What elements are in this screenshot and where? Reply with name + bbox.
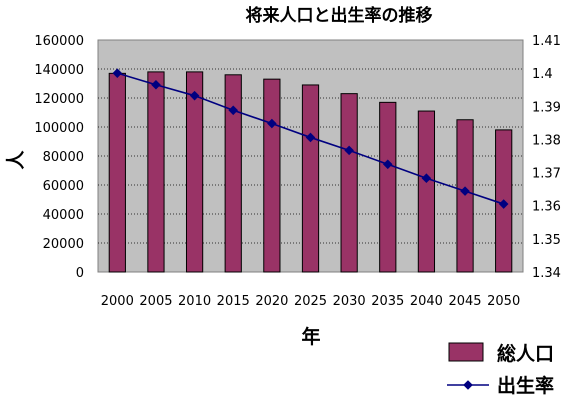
legend-marker (463, 380, 473, 390)
x-tick-label: 2030 (333, 294, 366, 309)
y-left-tick-label: 40000 (43, 208, 84, 223)
y-axis-title: 人 (5, 150, 27, 170)
line-marker (382, 159, 393, 170)
bar (108, 72, 126, 273)
bar (379, 101, 397, 273)
bar (417, 110, 436, 273)
legend-swatch-bar (448, 342, 484, 362)
plot-area: 0 20000 40000 60000 80000 100000 120000 140000 1… (34, 34, 561, 309)
legend-label: 出生率 (497, 374, 554, 397)
y-right-tick-label: 1.35 (532, 233, 561, 248)
line-marker (460, 186, 470, 196)
y-left-tick-label: 20000 (43, 237, 84, 252)
line-marker (421, 173, 432, 184)
y-right-tick-label: 1.37 (532, 167, 561, 182)
y-right-tick-label: 1.38 (532, 133, 561, 148)
line-marker (344, 145, 354, 156)
line-marker (267, 118, 277, 129)
line-marker (305, 132, 316, 143)
x-tick-label: 2040 (410, 294, 443, 309)
line-marker (151, 79, 161, 90)
y-right-tick-label: 1.39 (532, 100, 561, 115)
line-marker (498, 199, 509, 209)
bar (224, 74, 242, 273)
y-left-tick-label: 100000 (34, 121, 84, 136)
x-tick-label: 2015 (217, 294, 250, 309)
line-marker (228, 105, 239, 116)
x-tick-label: 2000 (101, 294, 134, 309)
x-tick-label: 2050 (487, 294, 520, 309)
y-right-tick-label: 1.36 (532, 200, 561, 215)
x-tick-label: 2005 (139, 294, 172, 309)
y-left-tick-label: 160000 (34, 34, 84, 49)
x-tick-label: 2010 (178, 294, 211, 309)
bar (147, 71, 165, 273)
bar (185, 71, 204, 273)
legend-label: 総人口 (497, 342, 554, 365)
y-right-tick-label: 1.41 (532, 34, 561, 49)
x-tick-label: 2035 (371, 294, 404, 309)
line-marker (189, 90, 200, 101)
y-left-tick-label: 120000 (34, 92, 84, 107)
y-left-tick-label: 80000 (43, 150, 84, 165)
y-right-tick-label: 1.4 (532, 67, 553, 82)
bar (301, 84, 320, 273)
bar (263, 78, 281, 273)
line-marker (112, 68, 123, 78)
bar (340, 93, 358, 273)
x-axis-title: 年 (301, 325, 320, 348)
y-right-tick-label: 1.34 (532, 266, 561, 281)
y-left-tick-label: 140000 (34, 63, 84, 78)
chart-title: 将来人口と出生率の推移 (246, 5, 433, 26)
y-left-tick-label: 60000 (43, 179, 84, 194)
x-tick-label: 2045 (448, 294, 481, 309)
x-tick-label: 2025 (294, 294, 327, 309)
y-left-tick-label: 0 (76, 266, 84, 281)
x-tick-label: 2020 (255, 294, 288, 309)
